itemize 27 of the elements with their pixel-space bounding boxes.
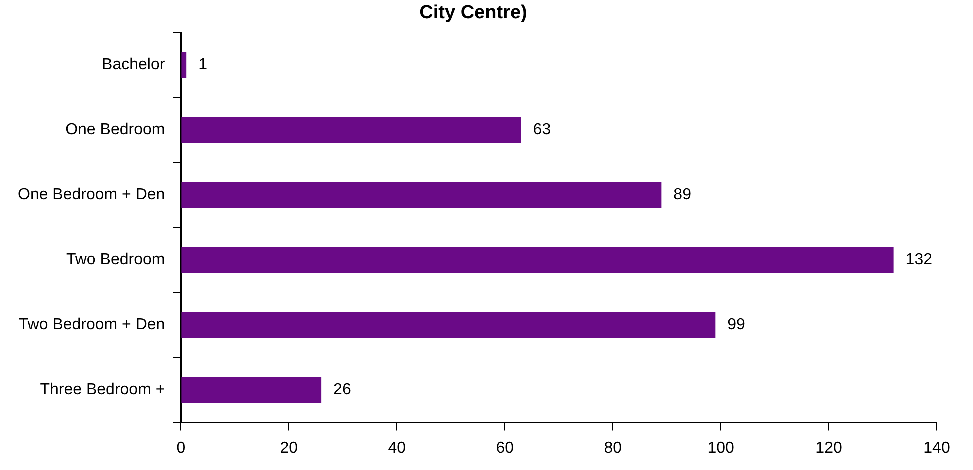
x-tick-label: 60 [496, 440, 514, 457]
y-tick-label: Three Bedroom + [40, 382, 166, 399]
data-label: 63 [533, 122, 552, 139]
bar [182, 247, 894, 274]
bar [182, 117, 522, 144]
x-tick-label: 0 [176, 440, 186, 457]
chart-title: City Centre) [420, 2, 528, 24]
bar [182, 312, 716, 338]
bar [182, 182, 662, 208]
y-tick-label: One Bedroom + Den [18, 186, 166, 204]
x-tick-label: 100 [708, 440, 734, 457]
data-label: 89 [674, 186, 692, 204]
data-label: 99 [728, 316, 746, 334]
x-tick-label: 140 [924, 440, 950, 457]
y-tick-label: Two Bedroom + Den [18, 316, 166, 334]
data-label: 1 [198, 56, 208, 74]
y-tick-label: Bachelor [102, 56, 166, 74]
x-tick-label: 120 [816, 440, 842, 457]
data-label: 132 [906, 252, 933, 269]
y-tick-label: Two Bedroom [66, 252, 166, 269]
x-tick-label: 40 [388, 440, 406, 457]
bar [182, 52, 187, 78]
x-tick-label: 80 [604, 440, 622, 457]
x-tick-label: 20 [280, 440, 298, 457]
y-tick-label: One Bedroom [66, 122, 166, 139]
bar [182, 377, 322, 404]
data-label: 26 [334, 382, 352, 399]
